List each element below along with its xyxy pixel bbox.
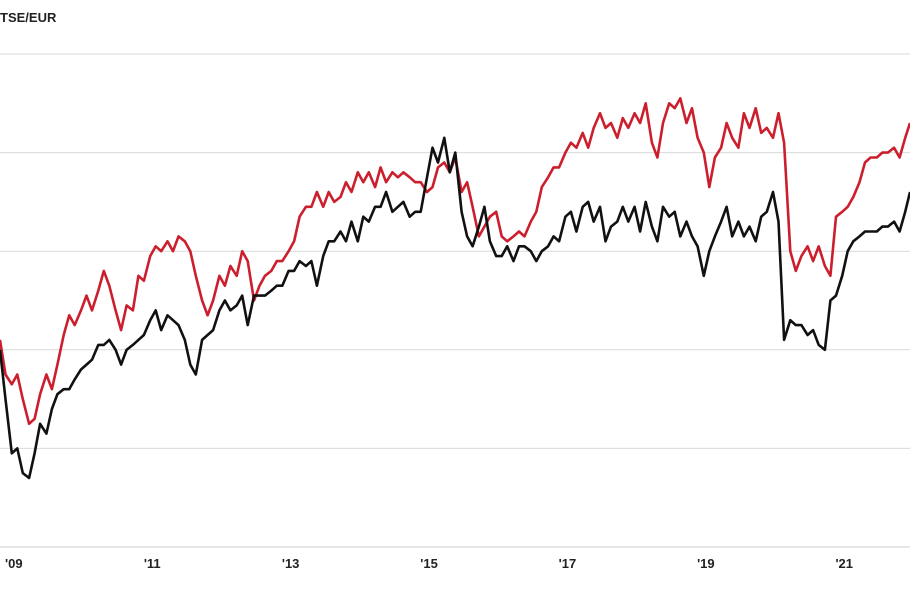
x-tick-label: '09 <box>5 556 23 571</box>
series-line-1 <box>0 136 910 480</box>
x-tick-label: '21 <box>835 556 853 571</box>
gridlines <box>0 53 910 548</box>
x-tick-label: '17 <box>559 556 577 571</box>
x-tick-label: '19 <box>697 556 715 571</box>
x-tick-label: '15 <box>420 556 438 571</box>
x-axis-ticks: '09 '11 '13 '15 '17 '19 '21 <box>5 556 853 571</box>
x-tick-label: '11 <box>144 556 161 571</box>
series-line-0 <box>0 97 910 426</box>
x-tick-label: '13 <box>282 556 300 571</box>
series-lines <box>0 97 910 480</box>
y-axis-label: TSE/EUR <box>0 10 57 25</box>
